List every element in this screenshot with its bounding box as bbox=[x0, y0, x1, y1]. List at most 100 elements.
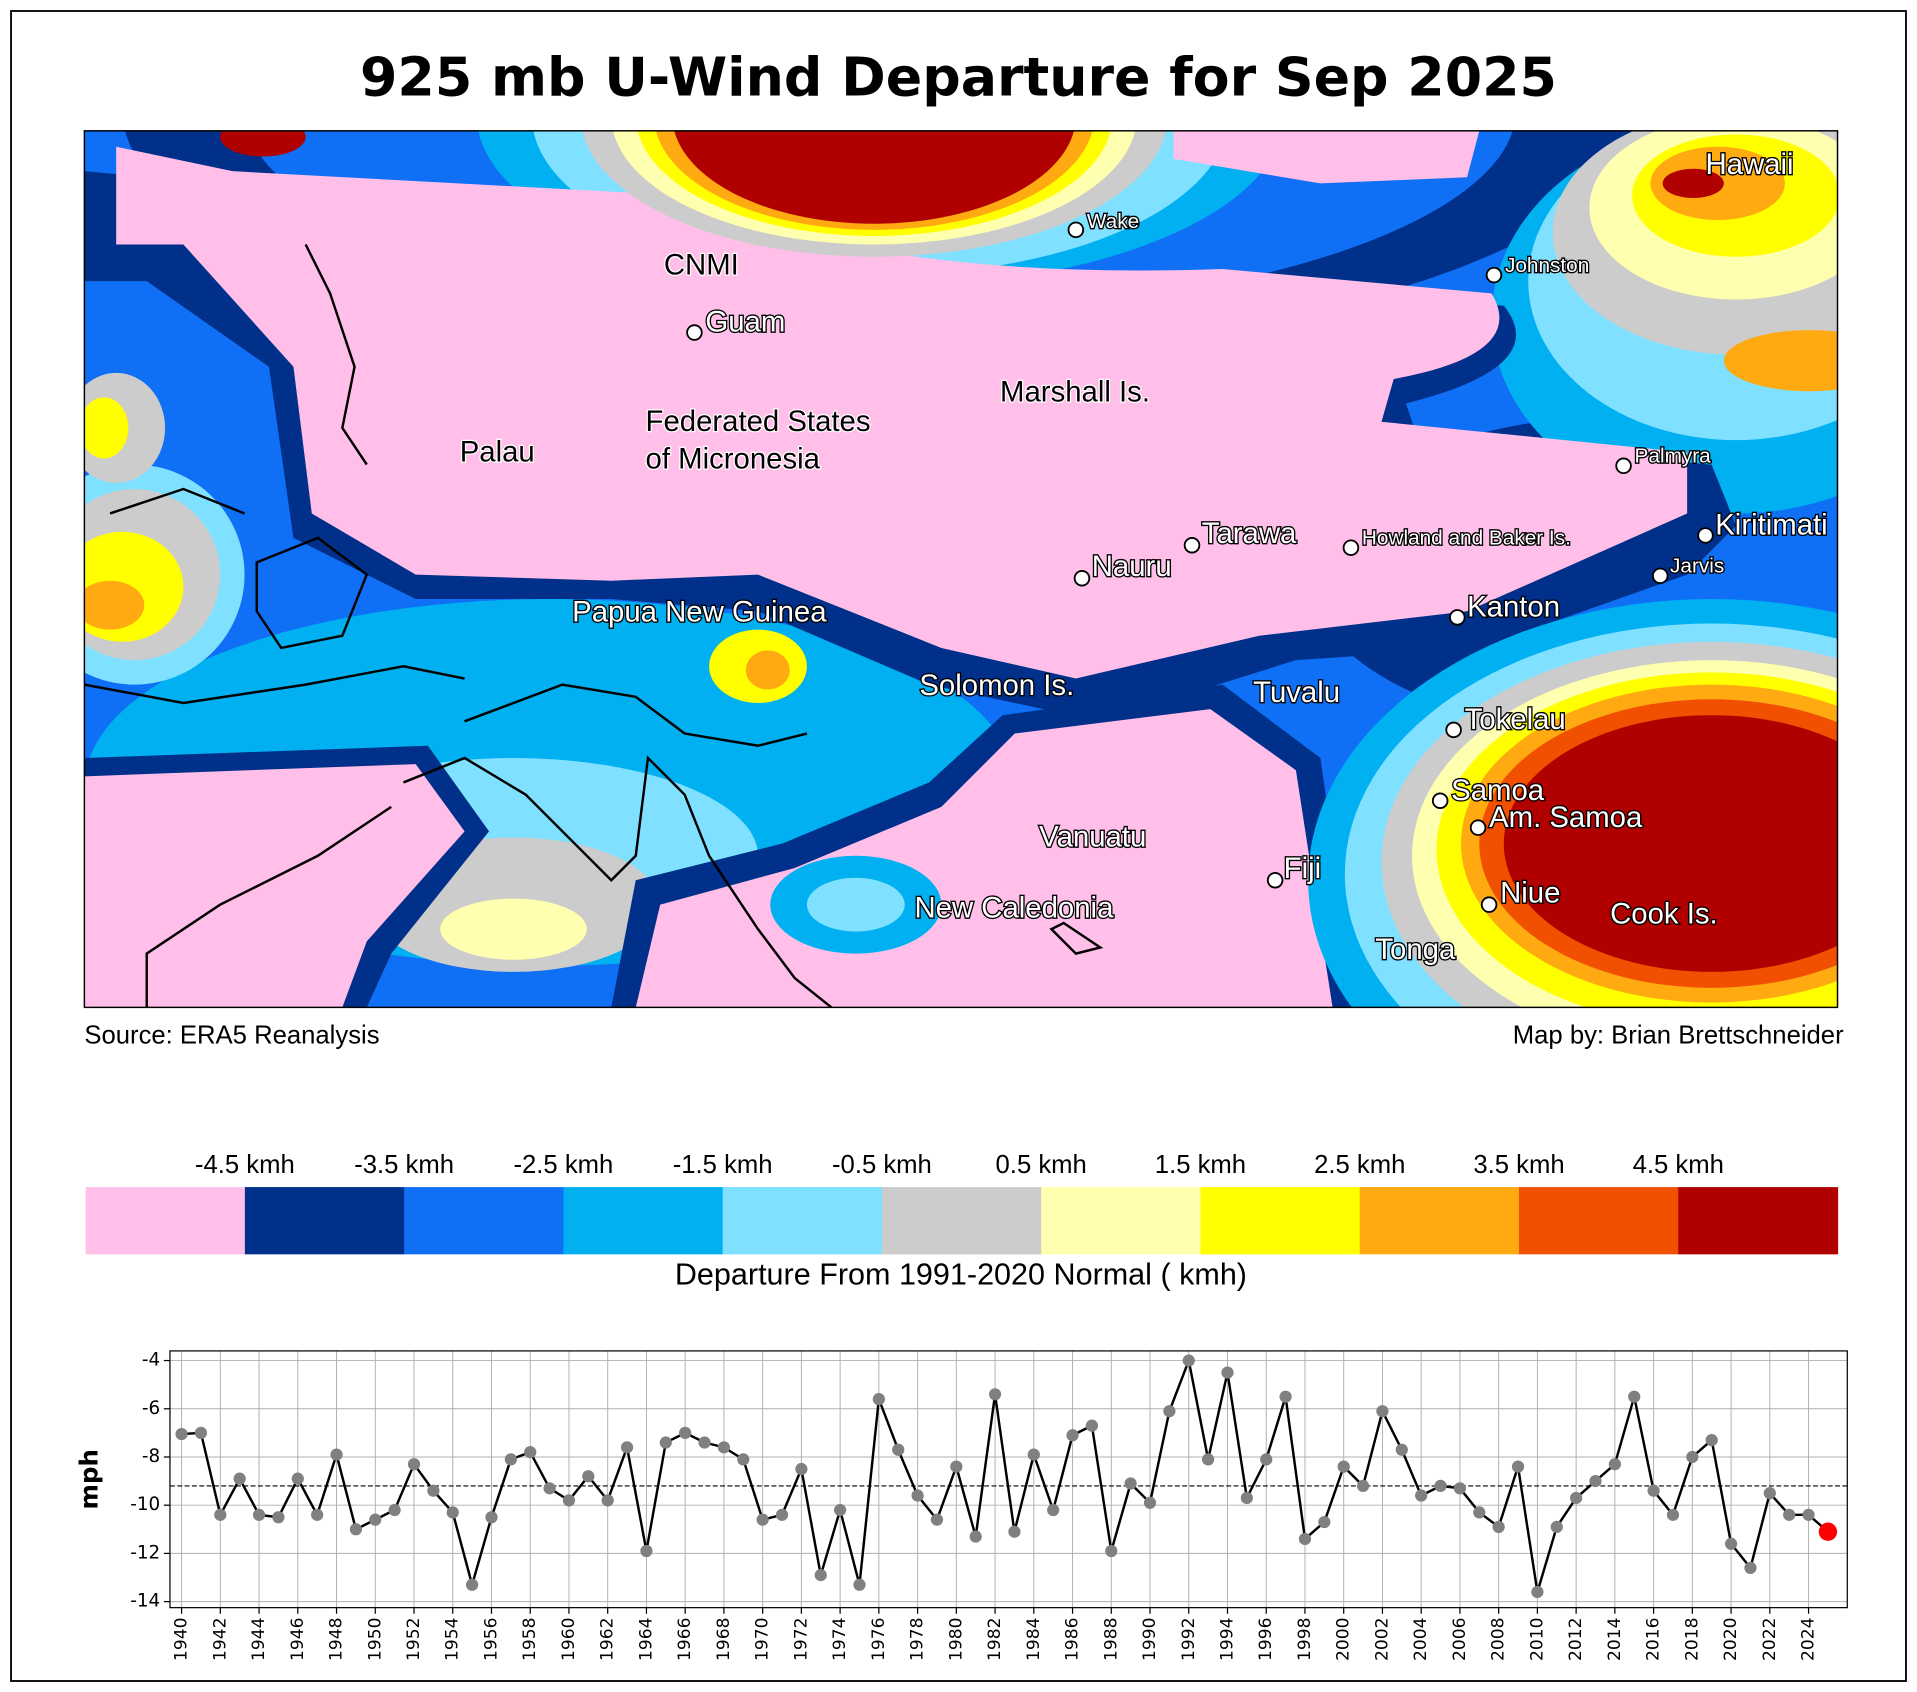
x-tick-label: 2004 bbox=[1411, 1617, 1431, 1661]
data-point bbox=[640, 1544, 653, 1558]
y-axis-label: mph bbox=[74, 1449, 103, 1509]
colorbar-segment bbox=[722, 1187, 883, 1255]
data-point bbox=[1724, 1537, 1738, 1550]
x-tick-label: 1976 bbox=[869, 1617, 889, 1661]
x-tick-label: 1966 bbox=[675, 1617, 695, 1661]
colorbar-label: Departure From 1991-2020 Normal ( kmh) bbox=[675, 1257, 1247, 1291]
coastline bbox=[1049, 921, 1104, 955]
data-point bbox=[1783, 1508, 1796, 1521]
data-point bbox=[1802, 1508, 1815, 1521]
data-point bbox=[969, 1530, 982, 1543]
colorbar-tick-label: 0.5 kmh bbox=[996, 1151, 1087, 1179]
x-tick-label: 1988 bbox=[1101, 1617, 1121, 1661]
x-tick-label: 2008 bbox=[1489, 1617, 1509, 1661]
map-label: Wake bbox=[1087, 210, 1139, 233]
x-tick-label: 2024 bbox=[1799, 1617, 1819, 1661]
map-marker bbox=[1615, 457, 1632, 475]
map-label: Vanuatu bbox=[1039, 820, 1146, 853]
data-point bbox=[1085, 1419, 1099, 1432]
map-label: Tuvalu bbox=[1253, 676, 1340, 709]
colorbar-segment bbox=[1678, 1187, 1839, 1255]
data-point bbox=[446, 1506, 459, 1519]
map-label: Nauru bbox=[1092, 550, 1172, 583]
data-point bbox=[1531, 1585, 1544, 1599]
map-label: Johnston bbox=[1505, 254, 1589, 277]
map-label: Papua New Guinea bbox=[572, 595, 827, 628]
colorbar-segment bbox=[1041, 1187, 1202, 1255]
x-tick-label: 1952 bbox=[404, 1617, 424, 1661]
x-tick-label: 2022 bbox=[1760, 1617, 1780, 1661]
data-point bbox=[795, 1462, 808, 1476]
data-point bbox=[1066, 1429, 1079, 1442]
colorbar-segment bbox=[244, 1187, 405, 1255]
x-tick-label: 1986 bbox=[1063, 1617, 1083, 1661]
y-tick-label: -4 bbox=[142, 1350, 160, 1371]
x-tick-label: 1942 bbox=[210, 1617, 230, 1661]
data-point bbox=[504, 1453, 517, 1466]
map-field bbox=[116, 146, 1688, 679]
x-tick-label: 1992 bbox=[1179, 1617, 1199, 1661]
map-marker bbox=[1697, 527, 1714, 544]
map-marker bbox=[1183, 537, 1201, 554]
data-point bbox=[1008, 1525, 1021, 1538]
x-tick-label: 1996 bbox=[1256, 1617, 1276, 1661]
map-label: Marshall Is. bbox=[1000, 375, 1150, 408]
plot-area bbox=[169, 1350, 1848, 1608]
data-point bbox=[1202, 1453, 1215, 1466]
colorbar-tick-label: -3.5 kmh bbox=[354, 1151, 454, 1179]
map-field bbox=[745, 650, 790, 690]
colorbar-tick-label: -0.5 kmh bbox=[832, 1151, 932, 1179]
data-point bbox=[1143, 1496, 1157, 1509]
data-point bbox=[679, 1426, 692, 1439]
map-label: Howland and Baker Is. bbox=[1362, 527, 1571, 550]
data-point bbox=[1105, 1544, 1118, 1558]
data-point bbox=[620, 1441, 634, 1454]
data-point bbox=[1608, 1458, 1621, 1471]
colorbar-tick-label: 1.5 kmh bbox=[1155, 1151, 1246, 1179]
coastline bbox=[84, 665, 465, 705]
map-label: Hawaii bbox=[1705, 148, 1793, 181]
data-point bbox=[1376, 1405, 1389, 1418]
colorbar-segment bbox=[404, 1187, 565, 1255]
colorbar-segment bbox=[881, 1187, 1042, 1255]
colorbar-segment bbox=[1359, 1187, 1520, 1255]
map-field bbox=[440, 898, 587, 960]
data-point bbox=[853, 1578, 866, 1591]
data-point bbox=[930, 1513, 944, 1526]
coastline bbox=[403, 755, 833, 1008]
data-point bbox=[950, 1460, 963, 1473]
x-tick-label: 2016 bbox=[1644, 1617, 1664, 1661]
data-point bbox=[659, 1436, 672, 1449]
x-tick-label: 1998 bbox=[1295, 1617, 1315, 1661]
data-point bbox=[543, 1482, 556, 1495]
x-tick-label: 1980 bbox=[946, 1617, 966, 1661]
data-point bbox=[717, 1441, 731, 1454]
data-point bbox=[1492, 1520, 1505, 1534]
map-field bbox=[674, 130, 1074, 224]
map-field bbox=[1662, 168, 1724, 199]
data-point bbox=[252, 1508, 266, 1521]
map-field bbox=[84, 764, 465, 1008]
data-point bbox=[1337, 1460, 1350, 1473]
map-field bbox=[84, 580, 145, 630]
data-point bbox=[1298, 1532, 1312, 1546]
data-point bbox=[291, 1472, 304, 1485]
data-point bbox=[175, 1427, 188, 1441]
data-point bbox=[892, 1443, 905, 1456]
colorbar-tick-label: -4.5 kmh bbox=[195, 1151, 295, 1179]
x-tick-label: 1978 bbox=[908, 1617, 928, 1661]
data-point bbox=[1511, 1460, 1525, 1473]
colorbar-segment bbox=[1200, 1187, 1361, 1255]
data-point bbox=[1550, 1520, 1563, 1534]
map-label: Palau bbox=[460, 435, 535, 468]
x-tick-label: 2018 bbox=[1682, 1617, 1702, 1661]
x-tick-label: 1964 bbox=[636, 1617, 656, 1661]
map-field bbox=[1173, 130, 1480, 184]
data-point bbox=[1818, 1522, 1838, 1541]
map-marker bbox=[1449, 609, 1466, 626]
colorbar-segment bbox=[563, 1187, 724, 1255]
data-point bbox=[1182, 1354, 1195, 1367]
colorbar-tick-label: -1.5 kmh bbox=[673, 1151, 773, 1179]
